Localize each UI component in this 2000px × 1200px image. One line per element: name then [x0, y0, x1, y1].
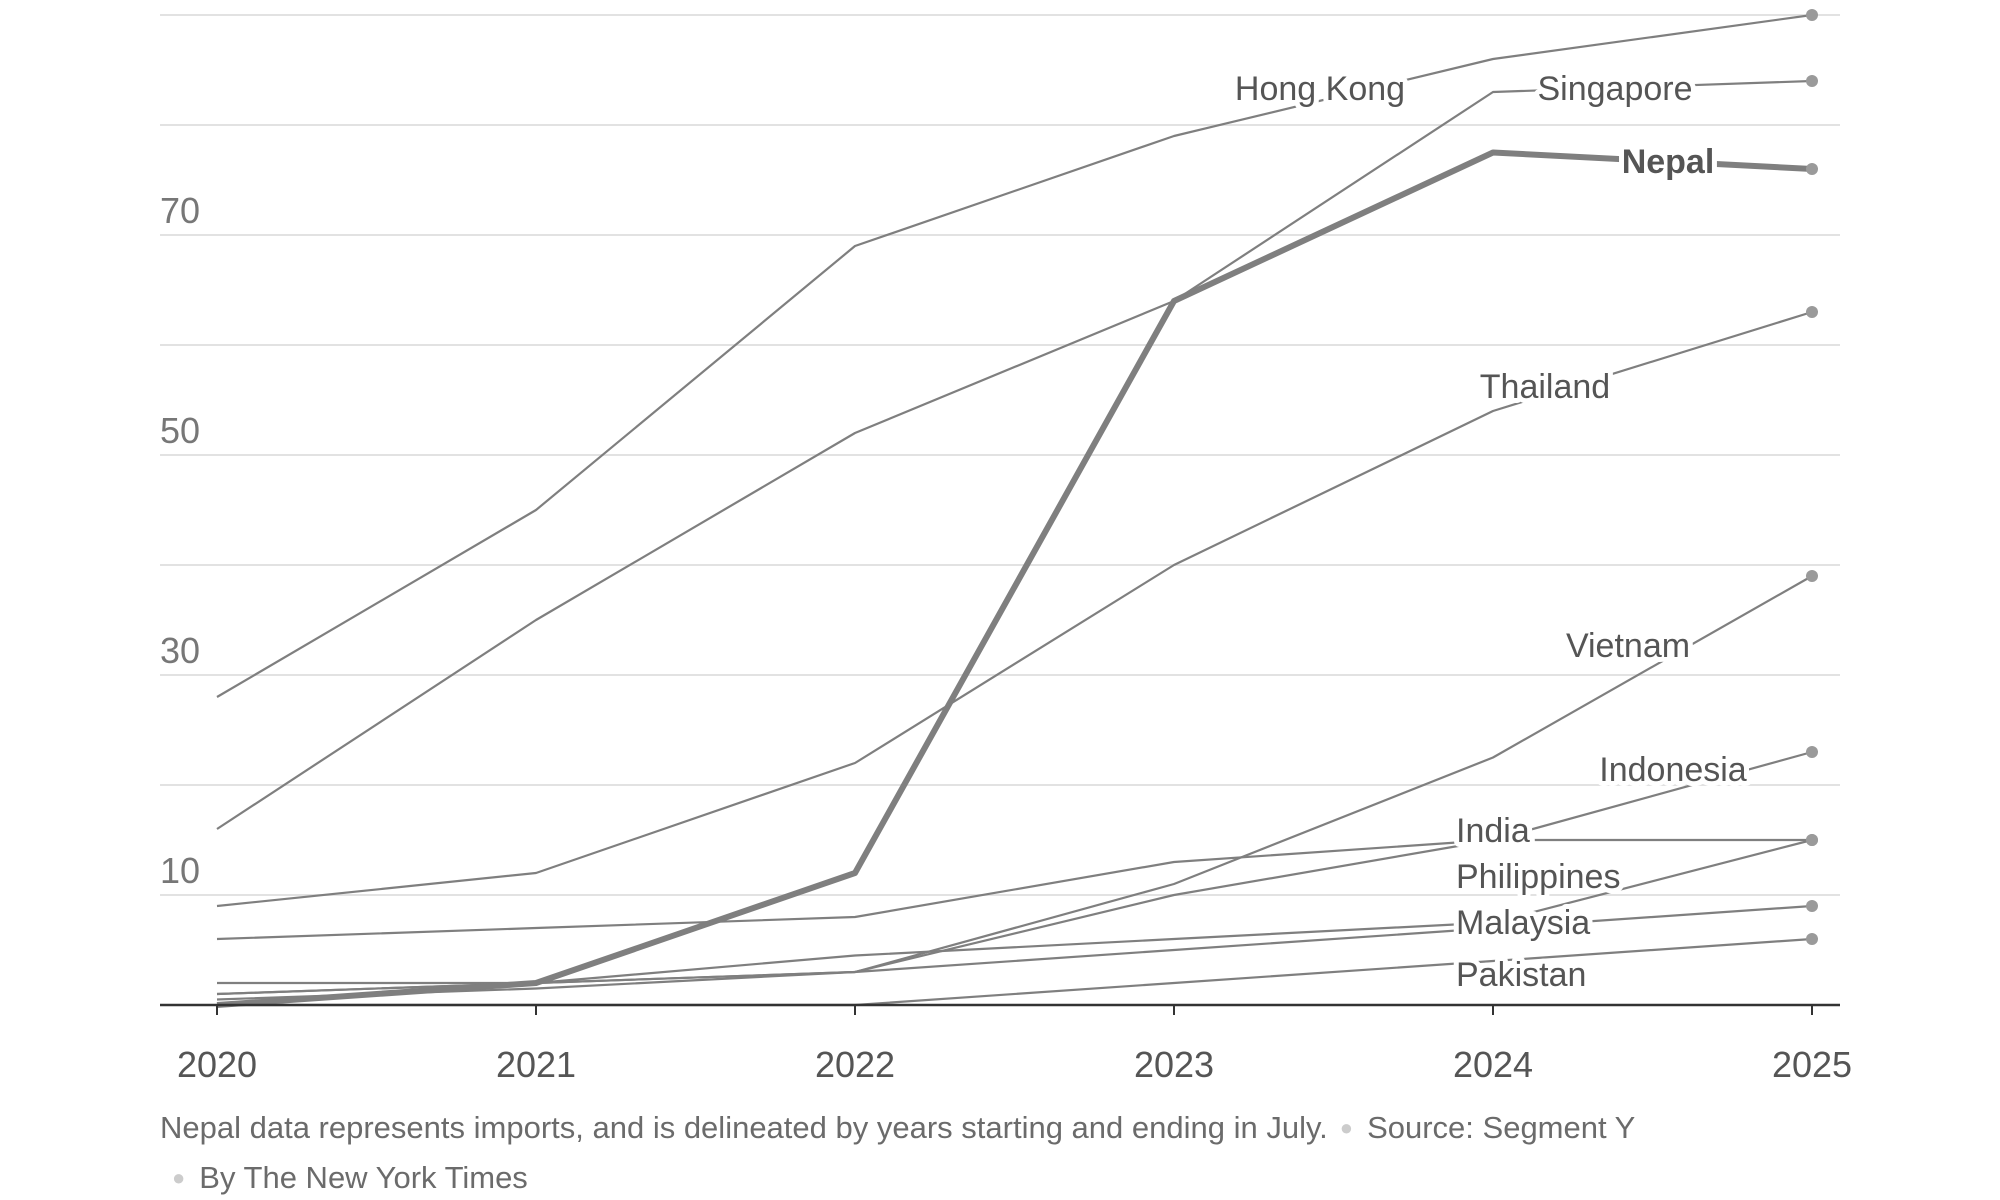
series-line-singapore: [216, 79, 1813, 830]
chart-footnote-row: Nepal data represents imports, and is de…: [160, 1110, 1635, 1146]
gridlines: [160, 14, 1840, 896]
x-axis: 2020 2021 2022 2023 2024 2025: [160, 1003, 1852, 1085]
separator-dot-icon: ●: [172, 1165, 186, 1190]
chart-credit: By The New York Times: [199, 1160, 528, 1195]
series-line-vietnam: [216, 575, 1813, 1001]
series-label-vietnam: Vietnam: [1566, 627, 1690, 665]
series-label-indonesia: Indonesia: [1599, 751, 1747, 789]
series-label-india: India: [1456, 812, 1530, 850]
x-tick-label: 2025: [1772, 1044, 1852, 1085]
end-point-pakistan: [1806, 933, 1818, 945]
y-tick-label: 10: [160, 850, 200, 891]
chart-note: Nepal data represents imports, and is de…: [160, 1110, 1328, 1145]
y-tick-label: 50: [160, 410, 200, 451]
series-line-thailand: [216, 310, 1813, 908]
end-point-singapore: [1806, 75, 1818, 87]
line-chart: 10 30 50 70 Hong Kong Singapore Nepal Thailand…: [160, 9, 1852, 1085]
chart-credit-row: ● By The New York Times: [160, 1160, 528, 1196]
y-tick-label: 30: [160, 630, 200, 671]
series-label-singapore: Singapore: [1537, 70, 1692, 108]
series-line-hong-kong: [216, 13, 1813, 698]
series-line-nepal: [216, 149, 1813, 1008]
x-tick-label: 2022: [815, 1044, 895, 1085]
series-labels: Hong Kong Singapore Nepal Thailand Vietnam In…: [1230, 65, 1752, 999]
separator-dot-icon: ●: [1339, 1115, 1354, 1140]
chart-source: Source: Segment Y: [1367, 1110, 1636, 1145]
x-tick-label: 2020: [177, 1044, 257, 1085]
end-point-philippines: [1806, 834, 1818, 846]
end-point-thailand: [1806, 306, 1818, 318]
series-label-philippines: Philippines: [1456, 858, 1620, 896]
x-tick-label: 2024: [1453, 1044, 1533, 1085]
series-label-hong-kong: Hong Kong: [1235, 70, 1405, 108]
series-label-malaysia: Malaysia: [1456, 904, 1590, 942]
x-tick-label: 2023: [1134, 1044, 1214, 1085]
x-tick-label: 2021: [496, 1044, 576, 1085]
end-point-nepal: [1806, 163, 1818, 175]
series-lines: [216, 9, 1818, 1008]
series-line-philippines: [217, 838, 1813, 985]
end-point-vietnam: [1806, 570, 1818, 582]
end-point-malaysia: [1806, 900, 1818, 912]
series-line-india: [216, 838, 1812, 941]
y-tick-label: 70: [160, 190, 200, 231]
y-axis-ticks: 10 30 50 70: [160, 190, 200, 891]
series-label-pakistan: Pakistan: [1456, 956, 1586, 994]
end-point-indonesia: [1806, 746, 1818, 758]
end-point-hong-kong: [1806, 9, 1818, 21]
series-label-thailand: Thailand: [1480, 368, 1610, 406]
series-label-nepal: Nepal: [1622, 143, 1715, 181]
